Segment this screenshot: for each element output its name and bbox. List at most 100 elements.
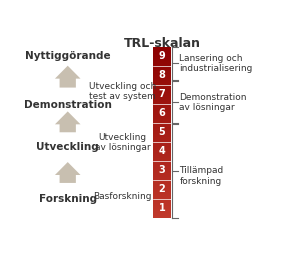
Bar	[153, 146, 171, 148]
Bar	[153, 102, 171, 103]
Bar	[153, 155, 171, 156]
Text: TRL-skalan: TRL-skalan	[123, 37, 200, 50]
Text: Utveckling: Utveckling	[36, 142, 99, 152]
Bar	[153, 175, 171, 177]
Bar	[153, 108, 171, 110]
Bar	[153, 187, 171, 189]
Bar	[153, 196, 171, 197]
Polygon shape	[55, 162, 80, 183]
Text: 7: 7	[158, 89, 165, 99]
Bar	[153, 96, 171, 98]
Bar	[153, 78, 171, 79]
Bar	[153, 74, 171, 76]
Bar	[153, 115, 171, 117]
Bar	[153, 59, 171, 61]
Bar	[153, 55, 171, 57]
Bar	[153, 180, 171, 182]
Bar	[153, 189, 171, 190]
Bar	[153, 62, 171, 64]
Bar	[153, 214, 171, 216]
Text: 4: 4	[158, 146, 165, 156]
Bar	[153, 142, 171, 144]
Bar	[153, 204, 171, 206]
Bar	[153, 132, 171, 134]
Text: 8: 8	[158, 70, 165, 80]
Text: Tillämpad
forskning: Tillämpad forskning	[179, 166, 224, 186]
Bar	[153, 178, 171, 180]
Bar	[153, 153, 171, 155]
Bar	[153, 182, 171, 183]
Bar	[153, 156, 171, 158]
Bar	[153, 83, 171, 84]
Bar	[153, 50, 171, 52]
Text: Demonstration
av lösningar: Demonstration av lösningar	[179, 93, 247, 112]
Bar	[153, 47, 171, 49]
Text: 1: 1	[158, 203, 165, 213]
Bar	[153, 131, 171, 132]
Bar	[153, 183, 171, 185]
Bar	[153, 177, 171, 178]
Bar	[153, 216, 171, 218]
Bar	[153, 76, 171, 78]
Bar	[153, 144, 171, 146]
Bar	[153, 190, 171, 192]
Bar	[153, 107, 171, 108]
Bar	[153, 136, 171, 138]
Bar	[153, 185, 171, 187]
Bar	[153, 129, 171, 131]
Bar	[153, 86, 171, 88]
Bar	[153, 95, 171, 96]
Text: 5: 5	[158, 127, 165, 137]
Bar	[153, 105, 171, 107]
Bar	[153, 71, 171, 72]
Bar	[153, 207, 171, 209]
Bar	[153, 81, 171, 83]
Bar	[153, 69, 171, 71]
Bar	[153, 122, 171, 124]
Bar	[153, 57, 171, 59]
Bar	[153, 158, 171, 160]
Polygon shape	[55, 111, 80, 132]
Bar	[153, 119, 171, 120]
Bar	[153, 49, 171, 50]
Text: Lansering och
industrialisering: Lansering och industrialisering	[179, 54, 253, 74]
Bar	[153, 125, 171, 127]
Bar	[153, 160, 171, 161]
Bar	[153, 148, 171, 149]
Bar	[153, 161, 171, 163]
Text: Forskning: Forskning	[39, 194, 97, 204]
Bar	[153, 64, 171, 66]
Bar	[153, 98, 171, 100]
Bar	[153, 139, 171, 141]
Bar	[153, 120, 171, 122]
Bar	[153, 209, 171, 211]
Polygon shape	[55, 66, 80, 87]
Bar	[153, 100, 171, 102]
Bar	[153, 84, 171, 86]
Bar	[153, 151, 171, 153]
Bar	[153, 124, 171, 125]
Bar	[153, 192, 171, 194]
Bar	[153, 93, 171, 95]
Bar	[153, 127, 171, 129]
Bar	[153, 173, 171, 175]
Bar	[153, 114, 171, 115]
Text: Nyttiggörande: Nyttiggörande	[25, 51, 110, 61]
Bar	[153, 201, 171, 202]
Bar	[153, 134, 171, 136]
Text: 6: 6	[158, 108, 165, 118]
Bar	[153, 211, 171, 213]
Text: Basforskning: Basforskning	[93, 192, 152, 201]
Bar	[153, 103, 171, 105]
Bar	[153, 206, 171, 207]
Text: 9: 9	[158, 51, 165, 61]
Bar	[153, 199, 171, 201]
Text: Utveckling och
test av system: Utveckling och test av system	[89, 82, 156, 101]
Bar	[153, 110, 171, 112]
Bar	[153, 163, 171, 165]
Bar	[153, 52, 171, 54]
Text: Utveckling
av lösningar: Utveckling av lösningar	[94, 133, 150, 152]
Bar	[153, 61, 171, 62]
Bar	[153, 66, 171, 67]
Bar	[153, 172, 171, 173]
